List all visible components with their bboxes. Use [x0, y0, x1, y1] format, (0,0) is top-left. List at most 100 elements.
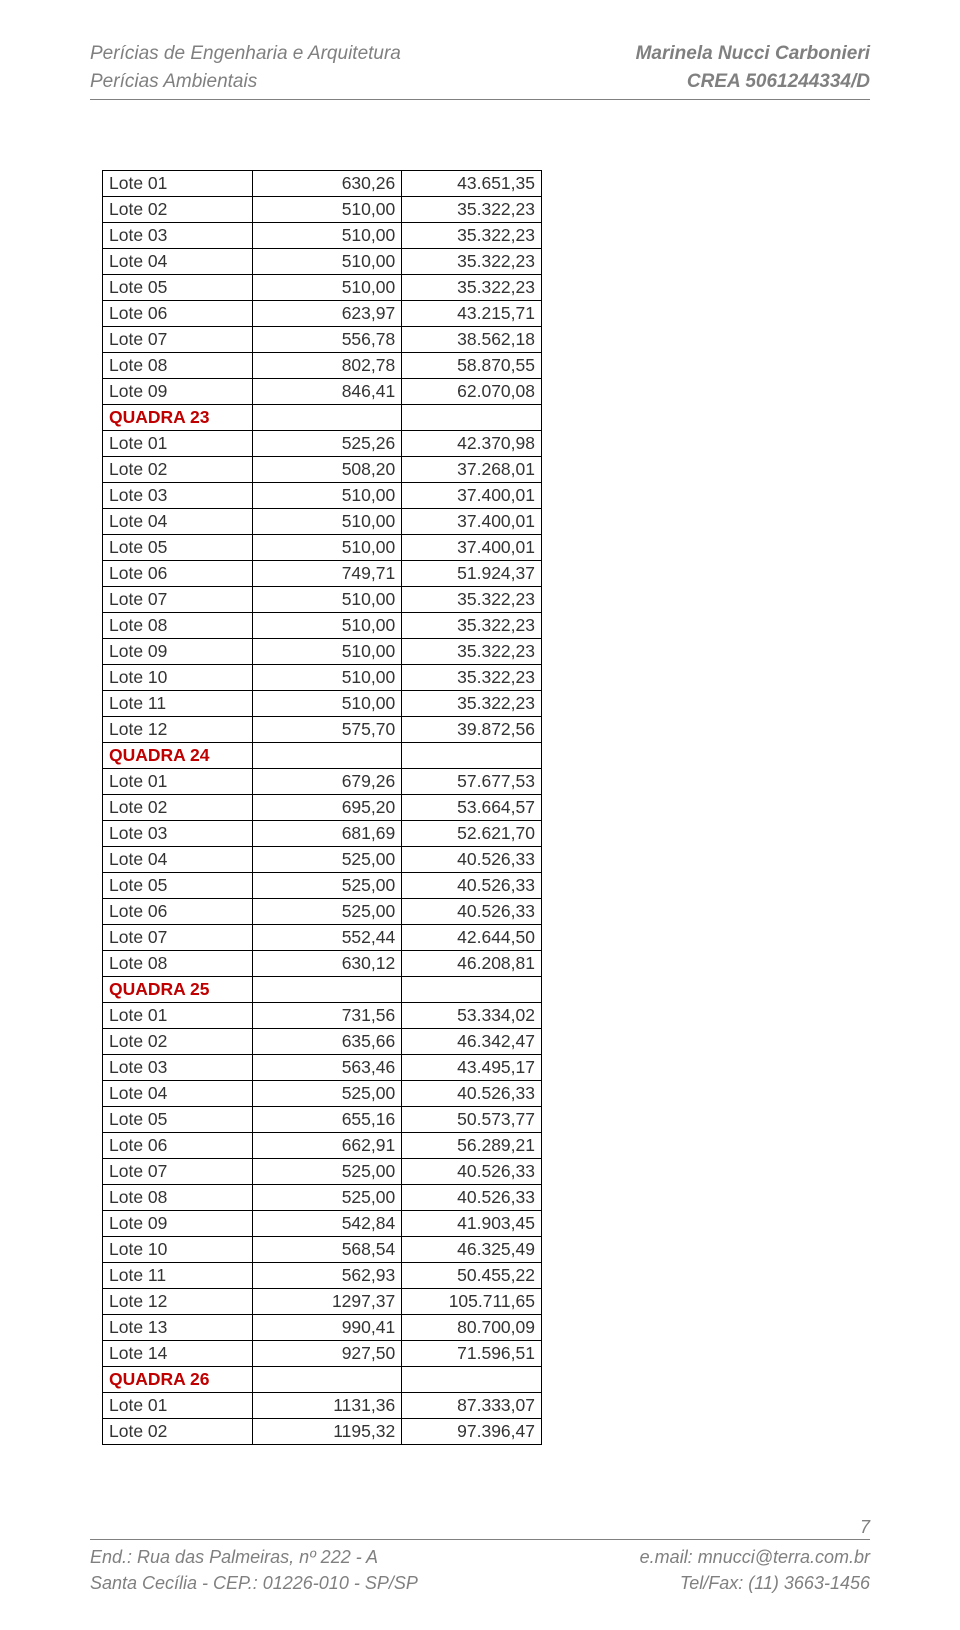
cell-label: Lote 04 [103, 509, 253, 535]
cell-value-1: 525,00 [252, 1159, 402, 1185]
cell-value-1: 525,00 [252, 873, 402, 899]
cell-label: Lote 01 [103, 431, 253, 457]
cell-value-1: 1131,36 [252, 1393, 402, 1419]
cell-label: Lote 05 [103, 873, 253, 899]
cell-label: Lote 01 [103, 1393, 253, 1419]
cell-value-1: 525,26 [252, 431, 402, 457]
cell-value-1: 568,54 [252, 1237, 402, 1263]
cell-value-2: 38.562,18 [402, 327, 542, 353]
table-row: Lote 06662,9156.289,21 [103, 1133, 542, 1159]
cell-value-2: 37.400,01 [402, 535, 542, 561]
cell-label: Lote 03 [103, 821, 253, 847]
cell-value-2: 80.700,09 [402, 1315, 542, 1341]
table-row: Lote 06749,7151.924,37 [103, 561, 542, 587]
cell-value-2 [402, 743, 542, 769]
cell-label: Lote 08 [103, 613, 253, 639]
cell-value-1: 510,00 [252, 223, 402, 249]
table-row: Lote 04510,0037.400,01 [103, 509, 542, 535]
page-footer: End.: Rua das Palmeiras, nº 222 - A e.ma… [90, 1539, 870, 1596]
table-row: Lote 07552,4442.644,50 [103, 925, 542, 951]
cell-value-2: 42.370,98 [402, 431, 542, 457]
cell-value-2: 58.870,55 [402, 353, 542, 379]
table-row: Lote 08802,7858.870,55 [103, 353, 542, 379]
cell-label: Lote 07 [103, 327, 253, 353]
cell-value-2: 37.268,01 [402, 457, 542, 483]
table-row: Lote 04525,0040.526,33 [103, 847, 542, 873]
cell-value-2: 35.322,23 [402, 587, 542, 613]
table-row: Lote 021195,3297.396,47 [103, 1419, 542, 1445]
cell-value-1: 1195,32 [252, 1419, 402, 1445]
cell-value-2: 105.711,65 [402, 1289, 542, 1315]
cell-value-1 [252, 743, 402, 769]
cell-value-1: 525,00 [252, 1185, 402, 1211]
cell-value-2: 43.215,71 [402, 301, 542, 327]
cell-value-1: 630,12 [252, 951, 402, 977]
cell-value-1: 508,20 [252, 457, 402, 483]
table-row: Lote 13990,4180.700,09 [103, 1315, 542, 1341]
cell-label: Lote 10 [103, 665, 253, 691]
lot-table: Lote 01630,2643.651,35Lote 02510,0035.32… [102, 170, 542, 1445]
document-page: Perícias de Engenharia e Arquitetura Per… [0, 0, 960, 1445]
table-row: Lote 01630,2643.651,35 [103, 171, 542, 197]
cell-value-2: 35.322,23 [402, 249, 542, 275]
table-row: Lote 121297,37105.711,65 [103, 1289, 542, 1315]
table-row: Lote 10510,0035.322,23 [103, 665, 542, 691]
cell-label: Lote 11 [103, 1263, 253, 1289]
cell-label: Lote 09 [103, 1211, 253, 1237]
cell-value-1 [252, 977, 402, 1003]
cell-value-2: 35.322,23 [402, 639, 542, 665]
cell-value-1: 655,16 [252, 1107, 402, 1133]
cell-label: Lote 08 [103, 951, 253, 977]
cell-label: Lote 06 [103, 301, 253, 327]
table-row: Lote 05655,1650.573,77 [103, 1107, 542, 1133]
cell-value-2: 41.903,45 [402, 1211, 542, 1237]
cell-label: Lote 05 [103, 535, 253, 561]
cell-label: Lote 06 [103, 1133, 253, 1159]
cell-label: Lote 02 [103, 197, 253, 223]
table-row: Lote 02508,2037.268,01 [103, 457, 542, 483]
cell-value-1: 990,41 [252, 1315, 402, 1341]
cell-label: Lote 12 [103, 1289, 253, 1315]
cell-value-1: 510,00 [252, 613, 402, 639]
footer-right-line2: Tel/Fax: (11) 3663-1456 [680, 1570, 870, 1596]
cell-label: Lote 04 [103, 847, 253, 873]
cell-value-2: 52.621,70 [402, 821, 542, 847]
table-row: Lote 05510,0037.400,01 [103, 535, 542, 561]
footer-right-line1: e.mail: mnucci@terra.com.br [640, 1544, 870, 1570]
cell-value-1: 927,50 [252, 1341, 402, 1367]
table-container: Lote 01630,2643.651,35Lote 02510,0035.32… [90, 170, 870, 1445]
cell-label: Lote 07 [103, 587, 253, 613]
cell-value-2: 35.322,23 [402, 197, 542, 223]
cell-value-2: 35.322,23 [402, 691, 542, 717]
cell-value-2: 50.573,77 [402, 1107, 542, 1133]
table-row: Lote 07510,0035.322,23 [103, 587, 542, 613]
cell-value-1: 552,44 [252, 925, 402, 951]
cell-value-2: 40.526,33 [402, 1159, 542, 1185]
cell-label: Lote 09 [103, 639, 253, 665]
header-right-line1: Marinela Nucci Carbonieri [636, 40, 870, 68]
cell-value-1: 510,00 [252, 509, 402, 535]
cell-value-2: 46.208,81 [402, 951, 542, 977]
cell-label: Lote 03 [103, 483, 253, 509]
cell-label: Lote 08 [103, 353, 253, 379]
cell-label: Lote 09 [103, 379, 253, 405]
cell-value-1: 630,26 [252, 171, 402, 197]
table-row: Lote 14927,5071.596,51 [103, 1341, 542, 1367]
cell-label: Lote 01 [103, 1003, 253, 1029]
cell-value-1: 635,66 [252, 1029, 402, 1055]
cell-value-2: 35.322,23 [402, 275, 542, 301]
cell-value-2: 46.342,47 [402, 1029, 542, 1055]
table-row: Lote 11562,9350.455,22 [103, 1263, 542, 1289]
cell-label: Lote 04 [103, 1081, 253, 1107]
table-row: Lote 09510,0035.322,23 [103, 639, 542, 665]
cell-label: Lote 03 [103, 223, 253, 249]
table-row: Lote 12575,7039.872,56 [103, 717, 542, 743]
cell-value-1: 556,78 [252, 327, 402, 353]
table-row: Lote 02635,6646.342,47 [103, 1029, 542, 1055]
cell-label: Lote 07 [103, 925, 253, 951]
cell-value-1: 563,46 [252, 1055, 402, 1081]
table-row: Lote 08630,1246.208,81 [103, 951, 542, 977]
table-row: Lote 03510,0035.322,23 [103, 223, 542, 249]
cell-value-1: 510,00 [252, 483, 402, 509]
table-row: Lote 10568,5446.325,49 [103, 1237, 542, 1263]
